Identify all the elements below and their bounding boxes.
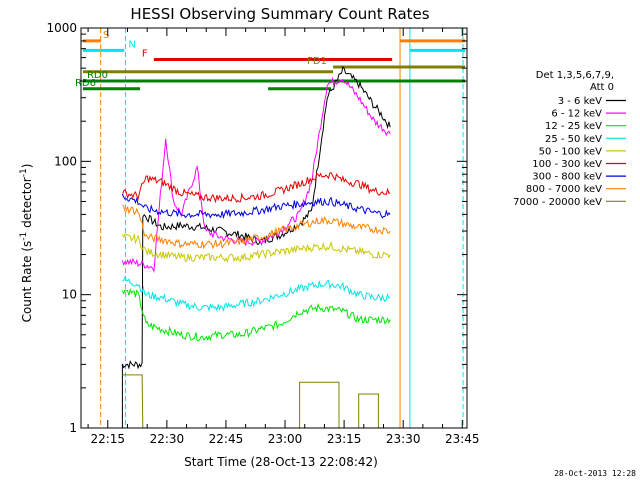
x-tick-label-1: 22:30: [150, 432, 185, 446]
series-line-800-7000kev: [122, 204, 391, 250]
legend-entry-label-5: 100 - 300 keV: [532, 159, 602, 170]
flag-label-rd6: RD6: [75, 78, 96, 89]
legend-entry-label-2: 12 - 25 keV: [545, 121, 602, 132]
series-line-50-100kev: [121, 232, 391, 263]
footer-stamp: 28-Oct-2013 12:28: [554, 469, 636, 478]
x-tick-label-6: 23:45: [445, 432, 480, 446]
svg-text:Count Rate (s-1 detector-1): Count Rate (s-1 detector-1): [19, 164, 34, 323]
legend-entry-label-8: 7000 - 20000 keV: [513, 197, 602, 208]
y-tick-label-3: 1000: [46, 21, 77, 35]
flag-label-f: F: [142, 49, 148, 60]
series-line-12-25kev: [121, 287, 391, 342]
legend-entry-label-7: 800 - 7000 keV: [526, 184, 602, 195]
y-tick-label-2: 100: [54, 154, 77, 168]
series-line-7000-20000kev: [122, 374, 379, 429]
legend-entry-label-0: 3 - 6 keV: [558, 96, 602, 107]
flag-label-n: N: [128, 39, 135, 50]
x-tick-label-2: 22:45: [209, 432, 244, 446]
legend-title-line-1: Att 0: [590, 82, 614, 93]
series-line-300-800kev: [121, 193, 391, 220]
y-axis-label: Count Rate (s-1 detector-1): [19, 164, 34, 323]
series-line-6-12kev: [121, 76, 391, 274]
plot-frame: [80, 27, 468, 429]
y-tick-labels: 1 10 100 1000: [46, 21, 467, 435]
series-line-25-50kev: [122, 275, 391, 313]
y-tick-label-1: 10: [62, 288, 77, 302]
flag-label-fd1: FD1: [307, 56, 327, 67]
legend: Det 1,3,5,6,7,9,Att 0 3 - 6 keV 6 - 12 keV…: [513, 70, 626, 208]
legend-title-line-0: Det 1,3,5,6,7,9,: [536, 70, 614, 81]
flag-label-s: S: [103, 30, 109, 41]
legend-entry-label-6: 300 - 800 keV: [532, 172, 602, 183]
x-axis-label: Start Time (28-Oct-13 22:08:42): [184, 455, 378, 469]
legend-entry-label-1: 6 - 12 keV: [551, 109, 602, 120]
legend-entry-label-3: 25 - 50 keV: [545, 134, 602, 145]
series-line-3-6kev: [121, 65, 391, 429]
x-tick-label-4: 23:15: [327, 432, 362, 446]
x-tick-label-0: 22:15: [90, 432, 125, 446]
x-tick-label-3: 23:00: [268, 432, 303, 446]
legend-entry-label-4: 50 - 100 keV: [539, 146, 603, 157]
y-tick-label-0: 1: [69, 421, 77, 435]
series-line-100-300kev: [121, 171, 391, 204]
x-tick-label-5: 23:30: [386, 432, 421, 446]
flag-label-rd0: RD0: [87, 70, 108, 81]
chart-title: HESSI Observing Summary Count Rates: [130, 5, 429, 23]
x-tick-labels: 22:15 22:30 22:45 23:00 23:15 23:30 23:45: [87, 28, 480, 446]
